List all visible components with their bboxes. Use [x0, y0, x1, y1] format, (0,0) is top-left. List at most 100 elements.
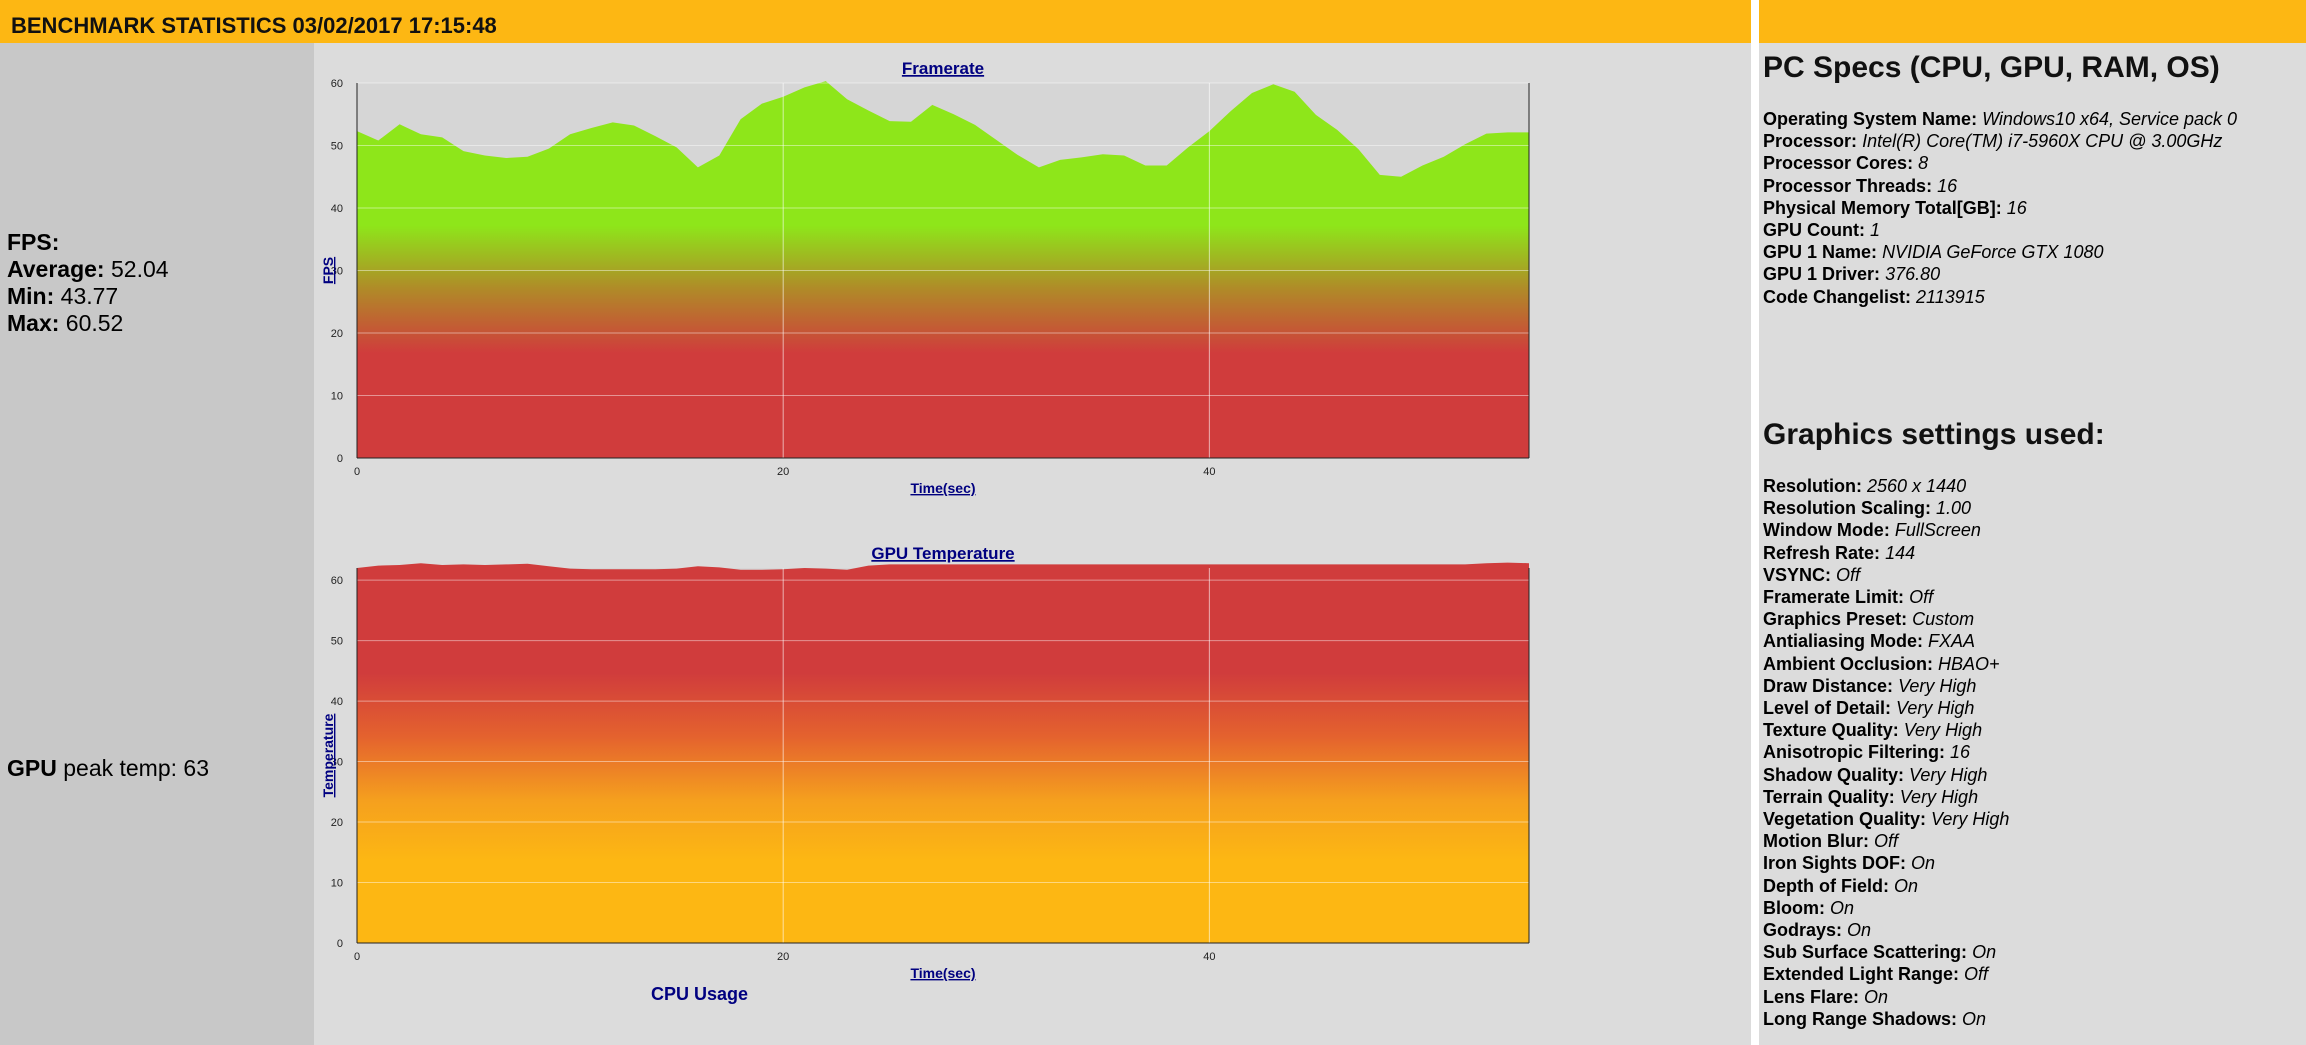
graphics-setting-label: Graphics Preset: [1763, 609, 1908, 630]
pc-spec-value: Windows10 x64, Service pack 0 [1982, 109, 2238, 129]
graphics-setting-value: Very High [1896, 698, 1975, 719]
y-tick-label: 0 [337, 453, 343, 465]
pc-spec-value: 2113915 [1916, 286, 1985, 307]
graphics-setting-label: VSYNC: [1763, 564, 1832, 585]
y-tick-label: 30 [331, 266, 343, 278]
gpu-temperature-title: GPU Temperature [871, 544, 1014, 563]
graphics-setting-label: Vegetation Quality: [1763, 809, 1927, 830]
graphics-setting-item: Texture Quality: Very High [1763, 719, 2009, 741]
pc-spec-label: Physical Memory Total[GB]: [1763, 197, 2002, 218]
pc-spec-label: Processor: [1763, 131, 1858, 152]
graphics-setting-value: On [1962, 1008, 1987, 1029]
fps-heading: FPS: [7, 229, 60, 255]
gpu-peak-temp-value: 63 [183, 755, 210, 781]
pc-spec-label: Operating System Name: [1763, 109, 1978, 129]
graphics-setting-label: Long Range Shadows: [1763, 1008, 1958, 1029]
graphics-setting-value: Off [1874, 831, 1899, 852]
graphics-setting-value: FullScreen [1894, 520, 1981, 541]
pc-spec-label: Code Changelist: [1763, 286, 1912, 307]
graphics-setting-value: On [1864, 986, 1889, 1007]
graphics-setting-label: Antialiasing Mode: [1763, 631, 1924, 652]
graphics-setting-label: Bloom: [1763, 897, 1825, 918]
fps-stats: FPS: Average: 52.04 Min: 43.77 Max: 60.5… [7, 229, 169, 337]
pc-spec-value: 8 [1918, 153, 1929, 174]
graphics-setting-label: Level of Detail: [1763, 698, 1892, 719]
x-tick-label: 20 [777, 466, 789, 478]
pc-spec-item: GPU 1 Name: NVIDIA GeForce GTX 1080 [1763, 241, 2237, 263]
graphics-setting-value: On [1972, 942, 1997, 963]
pc-spec-item: Physical Memory Total[GB]: 16 [1763, 197, 2237, 219]
graphics-setting-value: Custom [1912, 609, 1975, 630]
graphics-setting-label: Window Mode: [1763, 520, 1890, 541]
graphics-setting-item: Resolution: 2560 x 1440 [1763, 475, 2009, 497]
graphics-setting-value: 144 [1885, 542, 1916, 563]
graphics-setting-item: Lens Flare: On [1763, 986, 2009, 1008]
pc-spec-label: GPU 1 Driver: [1763, 264, 1881, 285]
y-tick-label: 50 [331, 141, 343, 153]
graphics-setting-value: Very High [1898, 675, 1977, 696]
pc-spec-value: Intel(R) Core(TM) i7-5960X CPU @ 3.00GHz [1862, 131, 2223, 152]
graphics-settings-title: Graphics settings used: [1763, 418, 2105, 451]
pc-spec-value: 376.80 [1885, 264, 1941, 285]
fps-average-label: Average: [7, 256, 105, 282]
framerate-chart: 0 10 20 30 40 50 60 0 20 40 Framerate Time(sec) FPS [320, 59, 1530, 496]
area-series [357, 81, 1529, 458]
graphics-setting-value: Off [1836, 564, 1861, 585]
graphics-setting-item: Refresh Rate: 144 [1763, 542, 2009, 564]
pc-spec-item: Operating System Name: Windows10 x64, Se… [1763, 108, 2237, 130]
pc-spec-label: GPU Count: [1763, 220, 1865, 241]
graphics-setting-item: Window Mode: FullScreen [1763, 519, 2009, 541]
graphics-setting-value: Very High [1903, 720, 1983, 741]
graphics-setting-label: Draw Distance: [1763, 675, 1894, 696]
graphics-setting-value: Off [1964, 964, 1989, 985]
graphics-setting-label: Terrain Quality: [1763, 786, 1895, 807]
y-tick-label: 0 [337, 938, 343, 950]
cpu-usage-chart-title: CPU Usage [651, 984, 749, 1004]
graphics-setting-value: Very High [1909, 764, 1988, 785]
graphics-setting-item: Ambient Occlusion: HBAO+ [1763, 653, 2009, 675]
graphics-setting-label: Resolution: [1763, 476, 1862, 496]
temperature-axis-label: Temperature [320, 713, 336, 797]
graphics-setting-item: Depth of Field: On [1763, 875, 2009, 897]
y-tick-label: 40 [331, 203, 343, 215]
gpu-temperature-chart: 0 10 20 30 40 50 60 0 20 40 GPU Temperature Time(se… [320, 544, 1530, 981]
y-tick-label: 10 [331, 878, 343, 890]
header-bar: BENCHMARK STATISTICS 03/02/2017 17:15:48 [0, 0, 1751, 43]
x-tick-label: 40 [1203, 951, 1215, 963]
graphics-setting-value: On [1830, 897, 1855, 918]
graphics-setting-value: 1.00 [1936, 498, 1972, 519]
gpu-stats: GPU peak temp: 63 [7, 755, 209, 782]
pc-spec-value: 16 [2006, 197, 2027, 218]
header-bar-right [1759, 0, 2306, 43]
stats-panel: FPS: Average: 52.04 Min: 43.77 Max: 60.5… [0, 43, 314, 1045]
graphics-setting-value: Off [1909, 587, 1934, 608]
area-series [357, 562, 1529, 943]
graphics-setting-item: Graphics Preset: Custom [1763, 608, 2009, 630]
graphics-setting-value: 2560 x 1440 [1867, 476, 1967, 496]
charts-area: 0 10 20 30 40 50 60 0 20 40 Framerate Time(sec) FPS … [314, 43, 1751, 1045]
page-title: BENCHMARK STATISTICS 03/02/2017 17:15:48 [11, 13, 497, 38]
graphics-setting-value: On [1894, 875, 1919, 896]
specs-panel: PC Specs (CPU, GPU, RAM, OS) Operating S… [1759, 43, 2306, 1045]
graphics-setting-value: Very High [1931, 809, 2010, 830]
graphics-setting-item: VSYNC: Off [1763, 564, 2009, 586]
x-axis-label: Time(sec) [910, 965, 975, 981]
y-tick-label: 20 [331, 328, 343, 340]
graphics-setting-item: Long Range Shadows: On [1763, 1008, 2009, 1030]
graphics-setting-item: Draw Distance: Very High [1763, 675, 2009, 697]
graphics-setting-label: Framerate Limit: [1763, 587, 1905, 608]
pc-spec-item: Processor Threads: 16 [1763, 175, 2237, 197]
graphics-setting-item: Terrain Quality: Very High [1763, 786, 2009, 808]
x-tick-label: 40 [1203, 466, 1215, 478]
graphics-setting-label: Godrays: [1763, 920, 1843, 941]
panel-divider [1751, 0, 1759, 1045]
graphics-setting-label: Resolution Scaling: [1763, 498, 1932, 519]
graphics-setting-item: Level of Detail: Very High [1763, 697, 2009, 719]
graphics-setting-value: On [1911, 853, 1936, 874]
x-axis-label: Time(sec) [910, 480, 975, 496]
pc-spec-item: GPU Count: 1 [1763, 219, 2237, 241]
graphics-setting-item: Bloom: On [1763, 897, 2009, 919]
graphics-setting-item: Godrays: On [1763, 919, 2009, 941]
graphics-setting-item: Iron Sights DOF: On [1763, 852, 2009, 874]
pc-spec-label: Processor Cores: [1763, 153, 1914, 174]
